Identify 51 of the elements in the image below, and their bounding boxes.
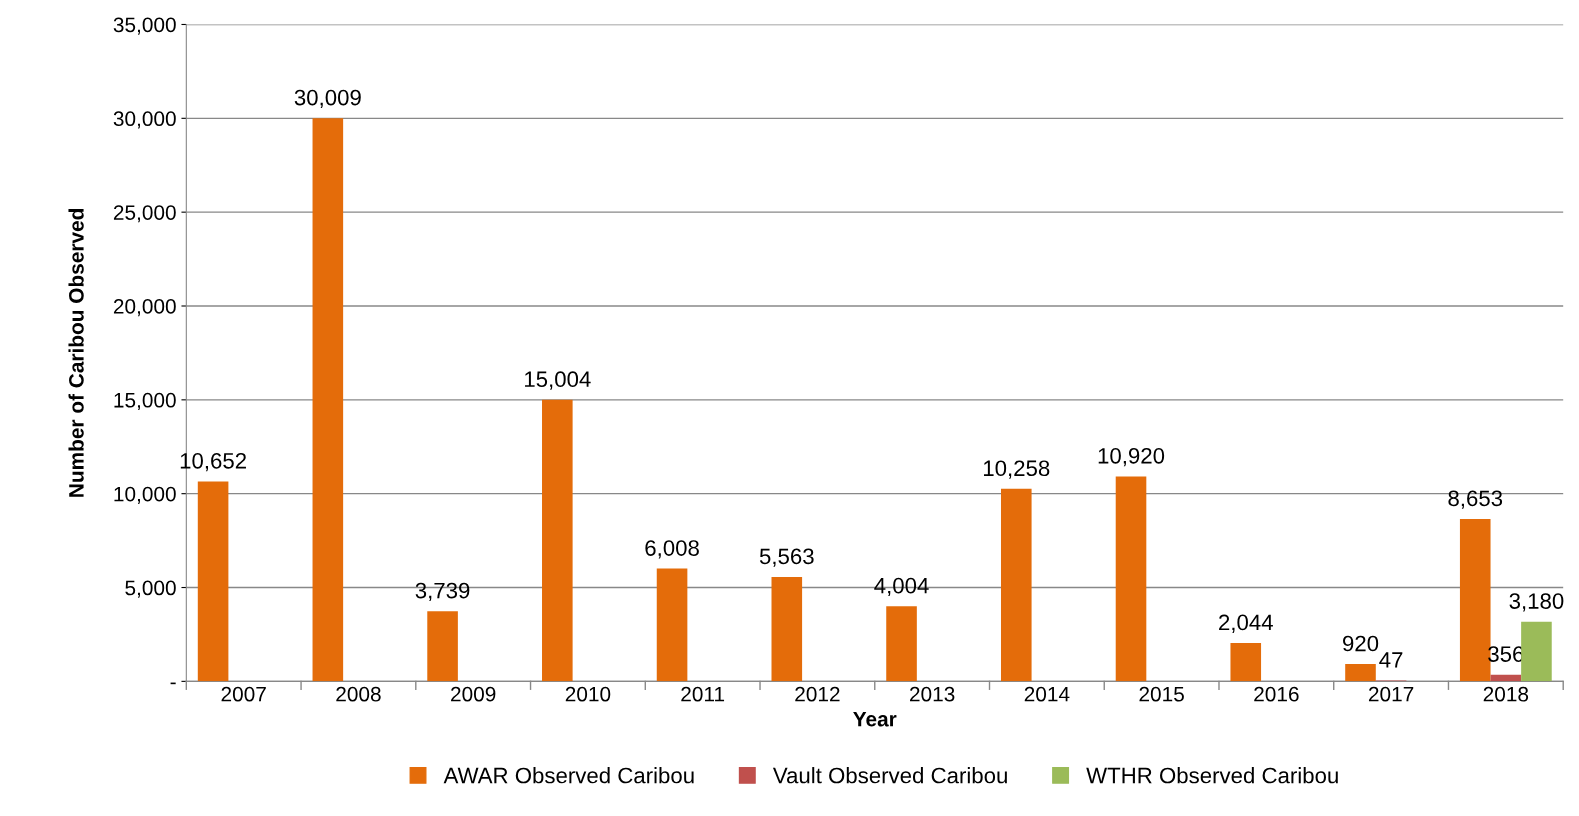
bar	[312, 118, 344, 682]
legend-label: AWAR Observed Caribou	[443, 767, 694, 784]
x-tick-label: 2016	[1254, 686, 1299, 702]
data-label: 6,008	[645, 540, 699, 559]
data-label: 2,044	[1219, 614, 1273, 633]
data-label: 47	[1379, 652, 1403, 668]
x-tick-label: 2011	[681, 686, 725, 702]
y-tick-label: 10,000	[114, 486, 176, 504]
data-label: 3,739	[415, 582, 470, 602]
x-tick-label: 2018	[1483, 686, 1529, 702]
bar	[771, 576, 803, 682]
y-tick-label: 15,000	[114, 392, 176, 411]
x-tick-label: 2015	[1139, 686, 1184, 702]
y-axis-title: Number of Caribou Observed	[68, 209, 84, 497]
data-label: 15,004	[525, 371, 591, 390]
bar	[886, 606, 917, 682]
data-label: 30,009	[294, 89, 361, 109]
data-label: 3,180	[1509, 593, 1564, 612]
data-label: 10,920	[1098, 447, 1165, 467]
x-tick-label: 2017	[1368, 686, 1414, 702]
bar	[1521, 621, 1552, 682]
data-label: 920	[1343, 635, 1379, 652]
bar	[1000, 488, 1032, 682]
data-label: 4,004	[874, 577, 929, 597]
x-tick-label: 2013	[910, 686, 955, 702]
bar	[1115, 476, 1147, 682]
bar	[656, 568, 688, 682]
data-label: 10,258	[983, 460, 1050, 479]
bar	[1230, 643, 1262, 682]
x-tick-label: 2010	[565, 686, 611, 702]
x-tick-label: 2007	[221, 686, 266, 702]
x-axis-title: Year	[853, 711, 897, 727]
data-label: 8,653	[1448, 490, 1503, 509]
y-tick-label: 35,000	[113, 17, 176, 35]
data-label: 10,652	[180, 452, 246, 472]
bar	[1345, 664, 1376, 682]
x-tick-label: 2009	[451, 686, 496, 702]
data-label: 5,563	[759, 548, 814, 567]
legend-label: Vault Observed Caribou	[772, 767, 1007, 784]
y-tick-label: 5,000	[125, 580, 176, 598]
y-tick-label: 20,000	[113, 299, 176, 317]
x-tick-label: 2012	[795, 686, 840, 702]
bar	[197, 481, 229, 682]
legend-label: WTHR Observed Caribou	[1086, 767, 1338, 784]
bar	[542, 399, 573, 682]
bar	[427, 611, 458, 682]
y-tick-label: 30,000	[113, 111, 176, 129]
y-tick-label: -	[170, 682, 176, 685]
x-tick-label: 2008	[336, 686, 381, 702]
x-tick-label: 2014	[1024, 686, 1070, 702]
y-tick-label: 25,000	[113, 205, 176, 223]
